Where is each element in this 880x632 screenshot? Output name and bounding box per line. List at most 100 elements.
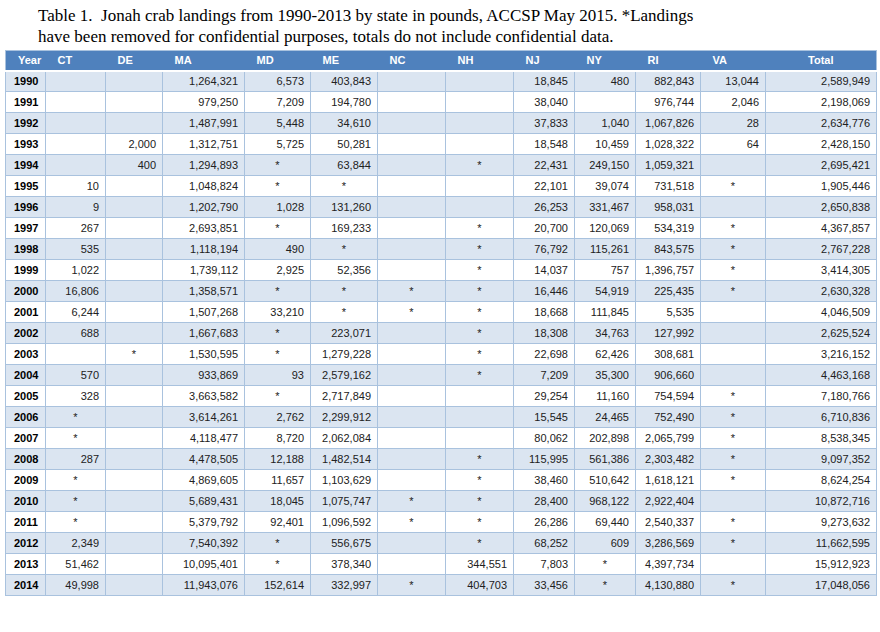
table-row-1999: 19991,0221,739,1122,92552,356*14,0377571… (6, 260, 877, 281)
cell-va (701, 554, 766, 575)
cell-ma: 1,507,268 (163, 302, 245, 323)
cell-nj: 7,209 (514, 365, 575, 386)
cell-me: 1,103,629 (311, 470, 378, 491)
cell-total: 1,905,446 (766, 176, 877, 197)
cell-ma: 1,294,893 (163, 155, 245, 176)
cell-de: 400 (106, 155, 163, 176)
cell-nc (378, 554, 446, 575)
cell-ri: 906,660 (636, 365, 701, 386)
cell-nh: * (446, 491, 514, 512)
cell-ma: 4,118,477 (163, 428, 245, 449)
cell-me: 1,279,228 (311, 344, 378, 365)
cell-ny: 69,440 (575, 512, 636, 533)
cell-va: * (701, 239, 766, 260)
cell-de (106, 260, 163, 281)
cell-year: 2003 (6, 344, 46, 365)
cell-ri: 752,490 (636, 407, 701, 428)
cell-year: 2002 (6, 323, 46, 344)
cell-md: * (245, 176, 311, 197)
table-row-2008: 20082874,478,50512,1881,482,514*115,9955… (6, 449, 877, 470)
cell-me: 194,780 (311, 92, 378, 113)
cell-total: 7,180,766 (766, 386, 877, 407)
cell-nh: * (446, 365, 514, 386)
cell-ny: 115,261 (575, 239, 636, 260)
cell-ri: 1,028,322 (636, 134, 701, 155)
cell-md: * (245, 554, 311, 575)
column-header-year: Year (6, 51, 46, 71)
column-header-va: VA (701, 51, 766, 71)
cell-de (106, 113, 163, 134)
cell-year: 2008 (6, 449, 46, 470)
header-row: YearCTDEMAMDMENCNHNJNYRIVATotal (6, 51, 877, 71)
cell-nj: 18,668 (514, 302, 575, 323)
column-header-de: DE (106, 51, 163, 71)
table-caption-line1: Table 1. Jonah crab landings from 1990-2… (38, 6, 693, 25)
cell-ny: 120,069 (575, 218, 636, 239)
cell-me: 63,844 (311, 155, 378, 176)
cell-ct: 6,244 (46, 302, 106, 323)
cell-va (701, 491, 766, 512)
cell-year: 1990 (6, 71, 46, 92)
cell-ct: * (46, 407, 106, 428)
cell-ct (46, 71, 106, 92)
cell-nc: * (378, 575, 446, 596)
cell-total: 2,198,069 (766, 92, 877, 113)
cell-md: * (245, 386, 311, 407)
cell-de (106, 323, 163, 344)
cell-de (106, 428, 163, 449)
cell-md: 7,209 (245, 92, 311, 113)
cell-nh (446, 71, 514, 92)
cell-nj: 80,062 (514, 428, 575, 449)
table-row-2014: 201449,99811,943,076152,614332,997*404,7… (6, 575, 877, 596)
cell-nj: 26,253 (514, 197, 575, 218)
cell-ny: 249,150 (575, 155, 636, 176)
cell-md: 5,448 (245, 113, 311, 134)
table-row-2009: 2009*4,869,60511,6571,103,629*38,460510,… (6, 470, 877, 491)
cell-nh: * (446, 260, 514, 281)
cell-nc (378, 155, 446, 176)
cell-ny (575, 92, 636, 113)
cell-ri: 308,681 (636, 344, 701, 365)
cell-ri: 2,922,404 (636, 491, 701, 512)
cell-nh: * (446, 218, 514, 239)
cell-total: 3,216,152 (766, 344, 877, 365)
column-header-ny: NY (575, 51, 636, 71)
cell-nh: * (446, 533, 514, 554)
cell-va: * (701, 386, 766, 407)
column-header-md: MD (245, 51, 311, 71)
cell-me: 169,233 (311, 218, 378, 239)
cell-va (701, 302, 766, 323)
cell-ct: 287 (46, 449, 106, 470)
cell-year: 1992 (6, 113, 46, 134)
cell-ny: 34,763 (575, 323, 636, 344)
cell-total: 2,650,838 (766, 197, 877, 218)
column-header-ri: RI (636, 51, 701, 71)
cell-de: 2,000 (106, 134, 163, 155)
cell-me: 2,062,084 (311, 428, 378, 449)
cell-nh: * (446, 470, 514, 491)
table-row-1990: 19901,264,3216,573403,84318,845480882,84… (6, 71, 877, 92)
cell-me: 2,299,912 (311, 407, 378, 428)
cell-nh (446, 197, 514, 218)
cell-ma: 3,614,261 (163, 407, 245, 428)
cell-ny: 510,642 (575, 470, 636, 491)
cell-nh (446, 386, 514, 407)
cell-md: 92,401 (245, 512, 311, 533)
cell-me: 50,281 (311, 134, 378, 155)
cell-ri: 4,397,734 (636, 554, 701, 575)
cell-ny: * (575, 554, 636, 575)
cell-ny: 11,160 (575, 386, 636, 407)
cell-md: * (245, 533, 311, 554)
cell-year: 2001 (6, 302, 46, 323)
column-header-me: ME (311, 51, 378, 71)
cell-md: 18,045 (245, 491, 311, 512)
cell-year: 1996 (6, 197, 46, 218)
cell-ri: 2,540,337 (636, 512, 701, 533)
table-row-1997: 19972672,693,851*169,233*20,700120,06953… (6, 218, 877, 239)
cell-de (106, 554, 163, 575)
cell-ri: 754,594 (636, 386, 701, 407)
cell-nj: 15,545 (514, 407, 575, 428)
cell-nj: 7,803 (514, 554, 575, 575)
cell-nj: 29,254 (514, 386, 575, 407)
cell-md: 33,210 (245, 302, 311, 323)
